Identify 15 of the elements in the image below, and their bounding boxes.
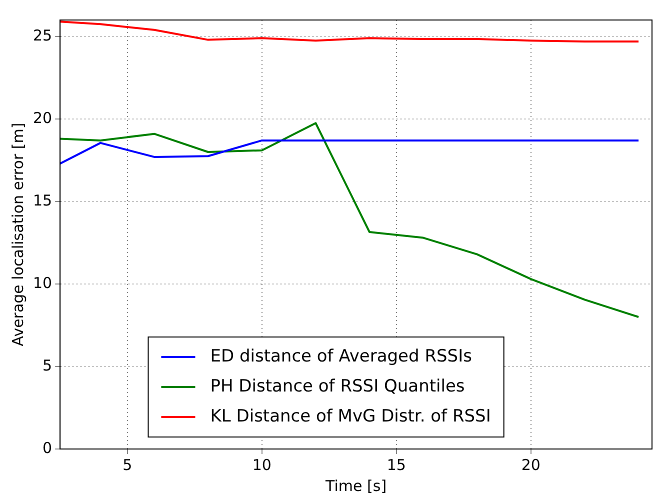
y-tick-label: 20 [32, 108, 52, 127]
legend-label: PH Distance of RSSI Quantiles [210, 376, 465, 396]
x-tick-label: 20 [521, 456, 540, 474]
y-tick-label: 15 [32, 191, 52, 210]
y-tick-label: 5 [42, 356, 52, 374]
y-tick-label: 25 [32, 26, 52, 44]
x-tick-label: 5 [122, 456, 132, 474]
x-tick-label: 10 [252, 456, 272, 474]
legend-label: KL Distance of MvG Distr. of RSSI [210, 406, 491, 426]
y-tick-label: 0 [42, 438, 52, 457]
legend-label: ED distance of Averaged RSSIs [210, 346, 472, 366]
x-tick-label: 15 [386, 456, 406, 474]
y-axis-title: Average localisation error [m] [8, 122, 27, 346]
y-tick-label: 10 [32, 274, 52, 292]
x-axis-title: Time [s] [324, 476, 387, 495]
